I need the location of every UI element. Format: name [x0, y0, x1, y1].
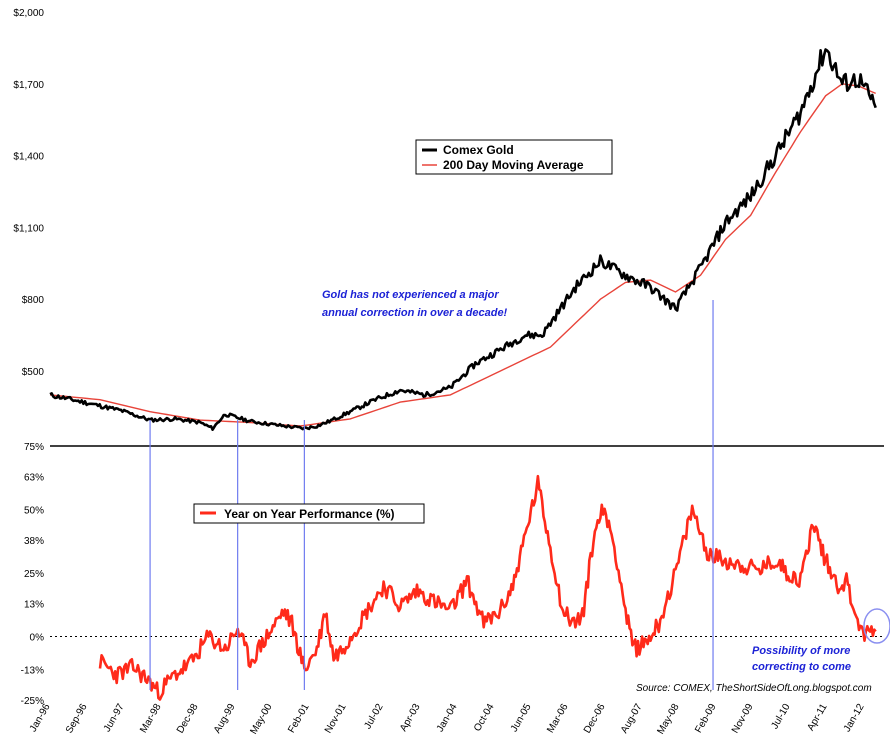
y-tick-label: $1,700	[13, 80, 44, 91]
y-tick-label: 63%	[24, 472, 44, 483]
series-line-yoy	[98, 474, 877, 701]
y-tick-label: $1,100	[13, 223, 44, 234]
y-tick-label: -13%	[21, 666, 44, 677]
y-tick-label: $1,400	[13, 152, 44, 163]
gold-price-panel: $2,000 $1,700 $1,400 $1,100 $800 $500	[13, 8, 877, 432]
legend-label-comex-gold: Comex Gold	[443, 143, 514, 157]
annotation-line-1: Gold has not experienced a major	[322, 289, 499, 301]
gold-legend: Comex Gold 200 Day Moving Average	[415, 139, 613, 175]
series-line-comex-gold	[49, 48, 877, 432]
y-tick-label: $800	[22, 295, 45, 306]
y-tick-label: 38%	[24, 536, 44, 547]
y-tick-label: $2,000	[13, 8, 44, 19]
y-tick-label: 13%	[24, 599, 44, 610]
y-tick-label: 0%	[30, 633, 45, 644]
y-tick-label: 75%	[24, 442, 44, 453]
possibility-line-2: correcting to come	[752, 661, 851, 673]
y-tick-label: -25%	[21, 696, 44, 707]
gold-legend-box	[415, 139, 613, 175]
series-line-200dma	[49, 83, 876, 427]
legend-label-200dma: 200 Day Moving Average	[443, 158, 584, 172]
highlight-circle	[863, 608, 890, 644]
y-tick-label: 50%	[24, 506, 44, 517]
yoy-legend-box	[193, 503, 425, 524]
y-tick-label: 25%	[24, 569, 44, 580]
y-tick-label: $500	[22, 367, 45, 378]
legend-label-yoy: Year on Year Performance (%)	[224, 507, 395, 521]
annotation-line-2: annual correction in over a decade!	[322, 307, 508, 319]
source-text: Source: COMEX, TheShortSideOfLong.blogsp…	[636, 683, 872, 694]
possibility-line-1: Possibility of more	[752, 645, 850, 657]
yoy-legend: Year on Year Performance (%)	[193, 503, 425, 524]
